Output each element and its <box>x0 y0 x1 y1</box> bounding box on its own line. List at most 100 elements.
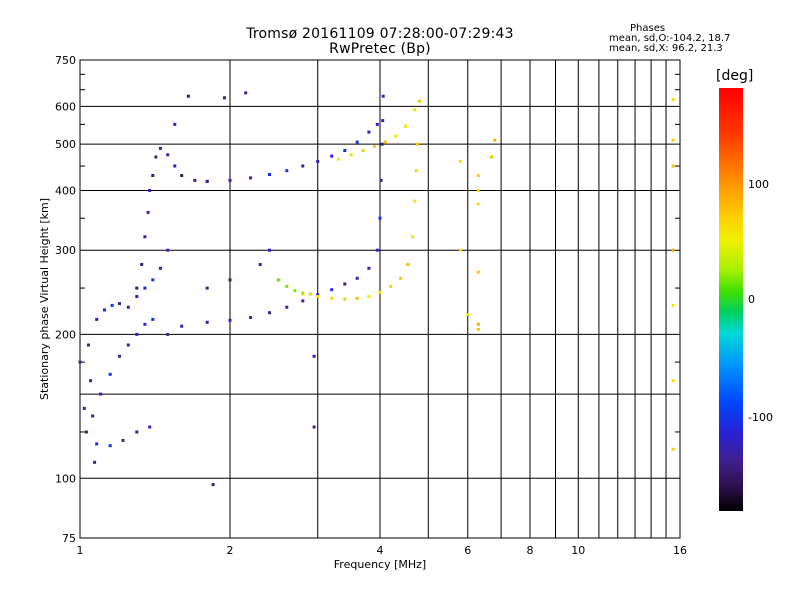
data-point <box>173 164 177 168</box>
data-point <box>143 322 147 326</box>
x-tick-label: 10 <box>571 544 585 557</box>
data-point <box>671 379 675 383</box>
data-point <box>308 292 312 296</box>
data-point <box>205 320 209 324</box>
y-tick-label: 100 <box>55 472 76 485</box>
data-point <box>413 199 417 203</box>
data-point <box>671 98 675 101</box>
data-point <box>316 293 320 297</box>
data-point <box>143 286 147 290</box>
data-point <box>343 282 347 286</box>
data-point <box>258 263 262 266</box>
data-point <box>381 119 385 123</box>
data-point <box>367 295 371 298</box>
data-point <box>211 483 215 487</box>
data-point <box>343 149 347 152</box>
y-tick-label: 600 <box>55 100 76 113</box>
data-point <box>110 303 114 307</box>
data-point <box>394 134 398 138</box>
y-tick-label: 400 <box>55 184 76 197</box>
data-point <box>476 189 480 192</box>
data-point <box>89 379 93 383</box>
data-point <box>418 99 421 103</box>
data-point <box>249 176 253 180</box>
data-point <box>268 173 271 176</box>
data-point <box>78 360 82 364</box>
data-point <box>476 270 480 274</box>
data-point <box>406 263 410 266</box>
data-point <box>91 414 95 418</box>
x-tick-label: 6 <box>464 544 471 557</box>
colorbar-tick-label: 100 <box>748 178 769 191</box>
data-point <box>268 248 271 252</box>
phases-x-stats: mean, sd,X: 96.2, 21.3 <box>609 43 723 54</box>
data-point <box>336 157 340 161</box>
data-point <box>476 174 480 177</box>
data-point <box>135 295 139 298</box>
data-point <box>373 144 376 148</box>
data-point <box>146 210 150 214</box>
data-point <box>367 130 371 134</box>
data-point <box>301 164 305 168</box>
data-point <box>343 297 347 301</box>
data-point <box>268 311 271 315</box>
data-point <box>458 248 462 252</box>
data-point <box>140 263 144 266</box>
data-point <box>361 149 365 152</box>
y-tick-label: 300 <box>55 244 76 257</box>
data-point <box>671 248 675 252</box>
data-point <box>414 169 418 173</box>
data-point <box>399 276 403 280</box>
data-point <box>180 324 184 328</box>
data-point <box>186 94 190 98</box>
data-point <box>476 322 480 326</box>
data-point <box>103 308 106 312</box>
data-point <box>276 278 280 282</box>
data-point <box>355 140 359 144</box>
data-point <box>378 216 382 220</box>
data-point <box>166 248 170 252</box>
colorbar-title: [deg] <box>716 68 754 84</box>
y-tick-label: 500 <box>55 138 76 151</box>
data-point <box>158 266 162 270</box>
data-point <box>671 447 675 451</box>
data-point <box>312 354 316 358</box>
data-point <box>99 392 103 396</box>
data-point <box>151 317 155 321</box>
x-tick-label: 8 <box>527 544 534 557</box>
data-point <box>293 289 297 293</box>
data-point <box>671 138 675 142</box>
data-point <box>330 296 334 300</box>
x-tick-label: 2 <box>227 544 234 557</box>
data-point <box>367 266 371 270</box>
data-point <box>381 94 385 98</box>
data-point <box>379 178 383 182</box>
data-point <box>330 288 334 292</box>
data-point <box>205 286 209 290</box>
y-axis-label: Stationary phase Virtual Height [km] <box>38 198 51 400</box>
data-point <box>285 305 289 309</box>
data-point <box>223 96 226 100</box>
data-point <box>349 153 353 157</box>
y-tick-label: 200 <box>55 328 76 341</box>
colorbar-tick-label: 0 <box>748 293 755 306</box>
data-point <box>375 122 379 126</box>
data-point <box>316 295 320 298</box>
data-point <box>135 286 139 290</box>
data-point <box>118 302 121 306</box>
data-point <box>413 108 417 112</box>
data-point <box>671 164 675 168</box>
data-point <box>205 179 209 183</box>
data-point <box>158 146 162 150</box>
data-point <box>108 444 112 448</box>
data-point <box>228 178 232 182</box>
data-point <box>108 372 112 376</box>
data-point <box>458 160 462 163</box>
data-point <box>383 140 387 144</box>
data-point <box>148 425 152 429</box>
data-point <box>312 425 316 429</box>
data-point <box>82 406 86 410</box>
data-point <box>466 313 470 317</box>
data-point <box>476 202 480 206</box>
